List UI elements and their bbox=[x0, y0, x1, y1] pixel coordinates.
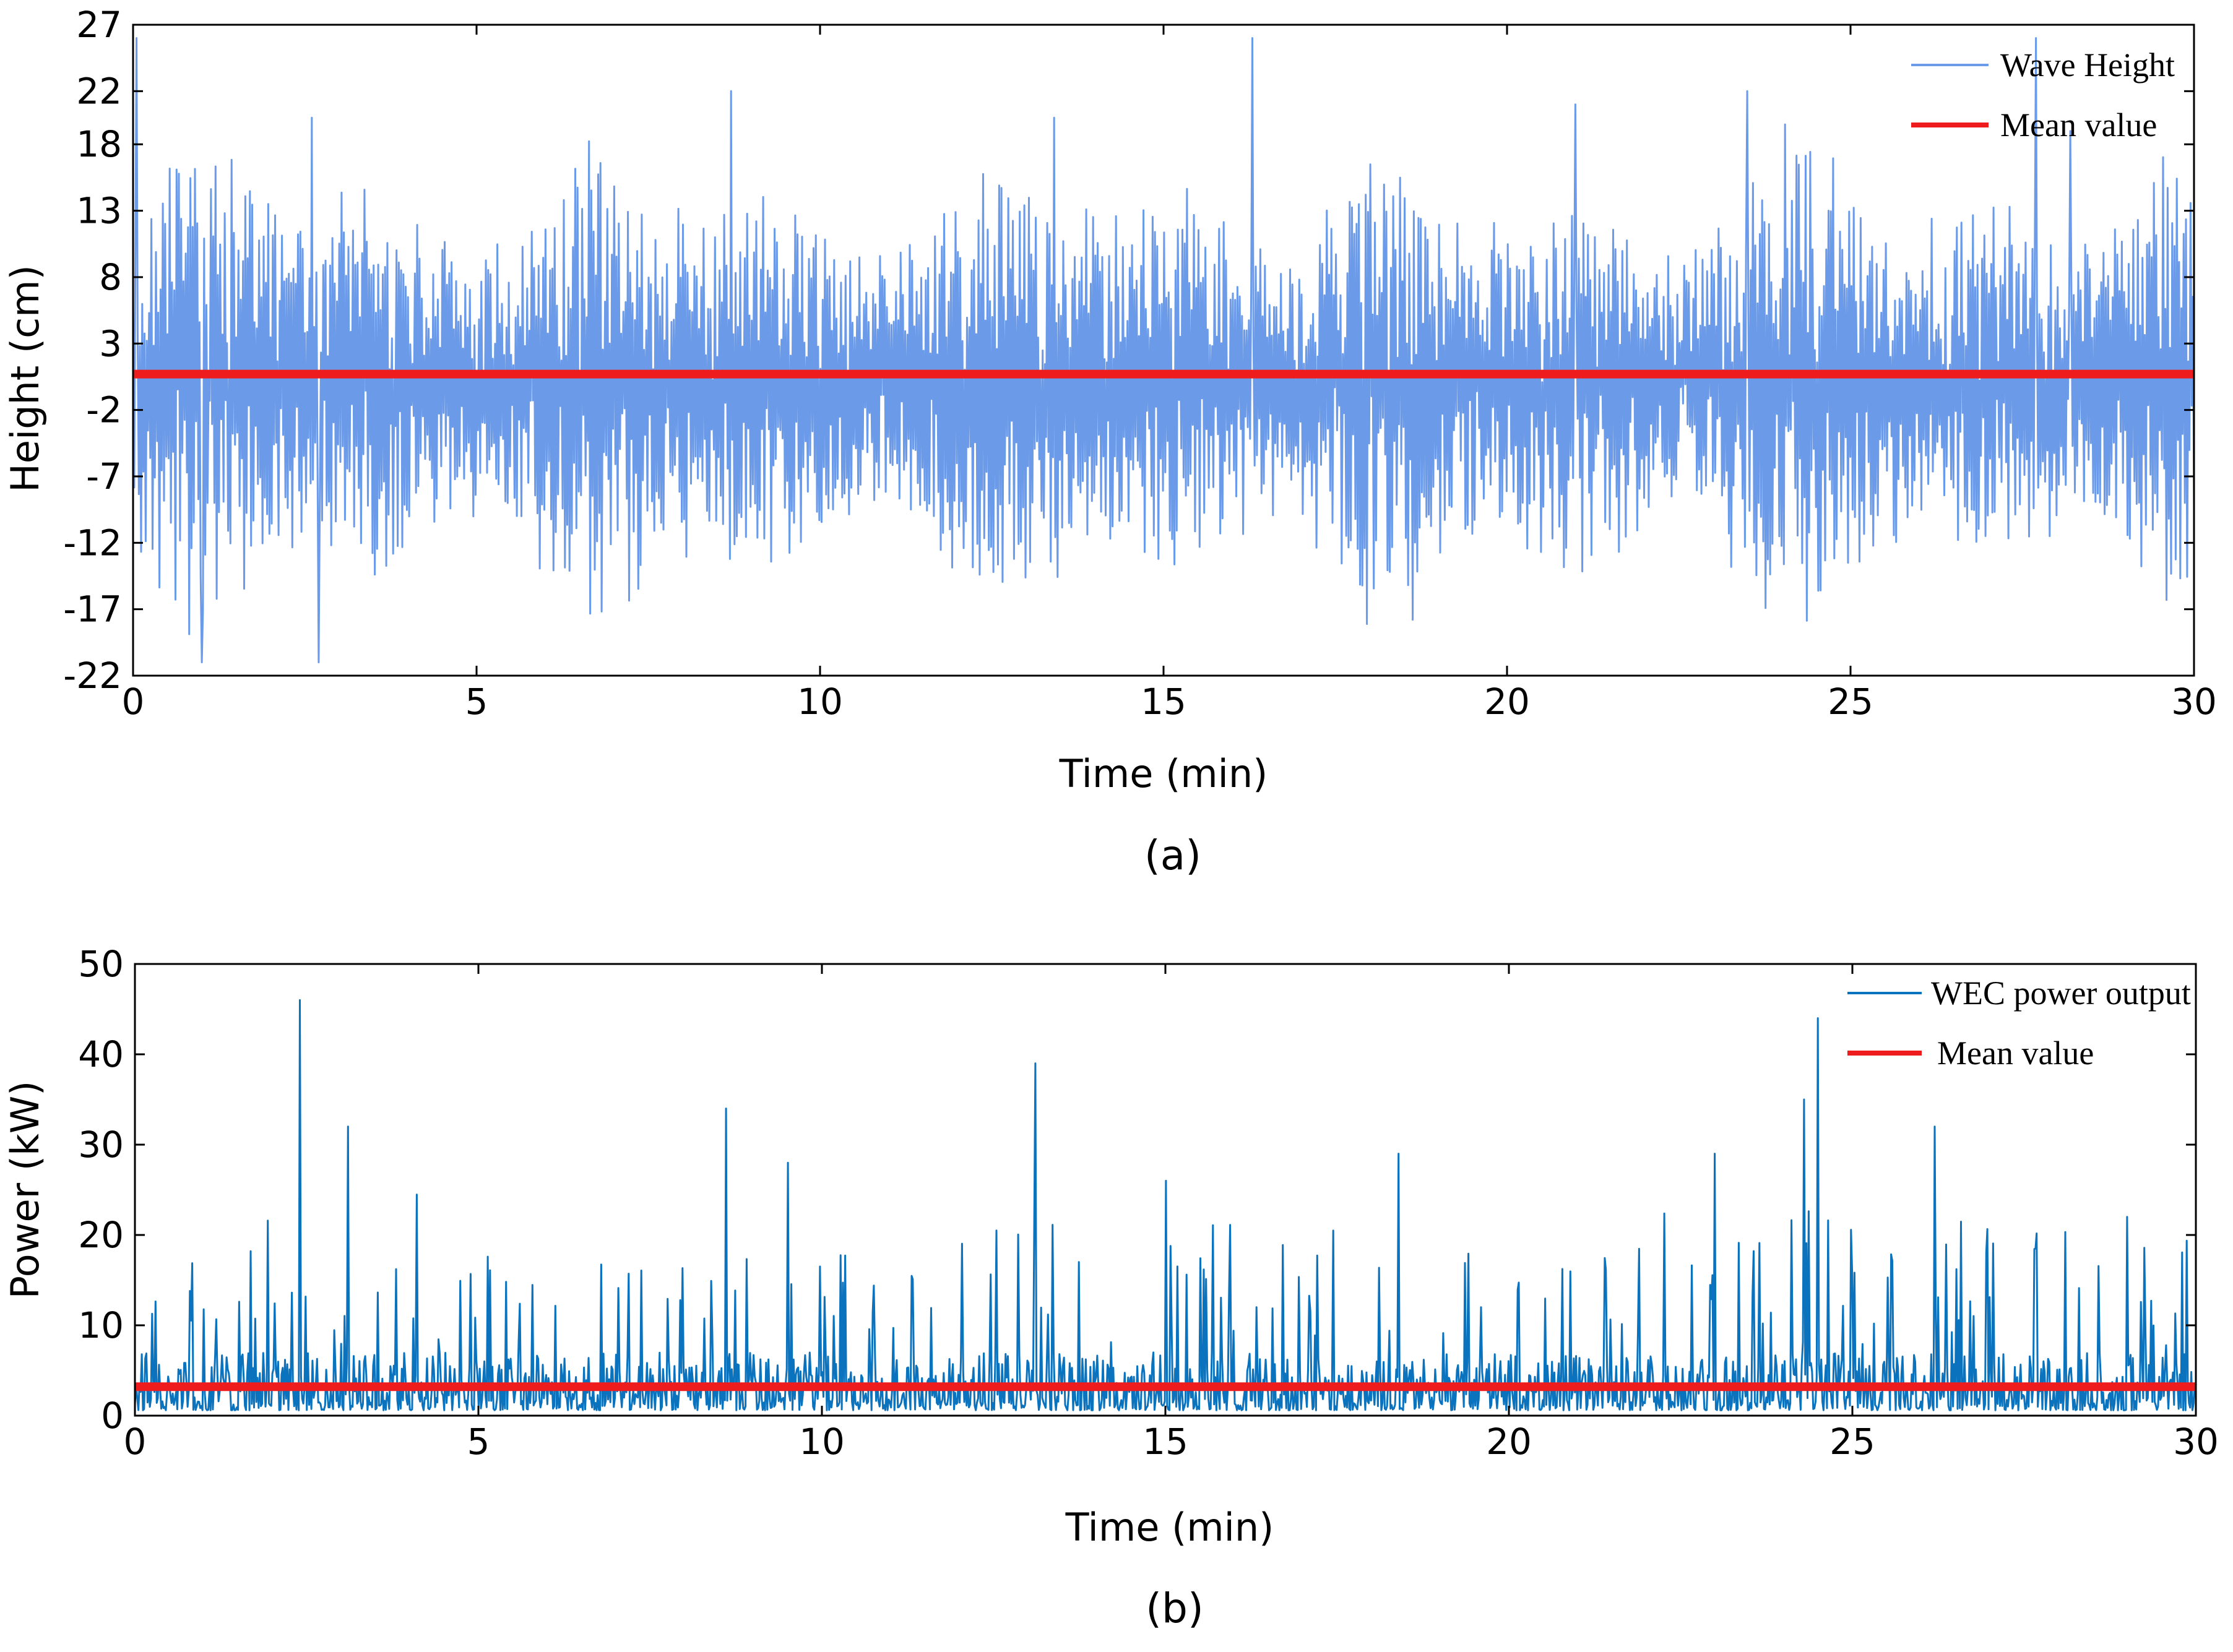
y-tick-label: 30 bbox=[78, 1124, 124, 1166]
legend: Wave Height Mean value bbox=[1911, 46, 2175, 144]
x-tick-label: 0 bbox=[122, 681, 145, 723]
legend-label-mean: Mean value bbox=[1937, 1035, 2094, 1072]
legend-label-mean: Mean value bbox=[2000, 106, 2157, 144]
x-axis-ticks: 0 5 10 15 20 25 30 bbox=[122, 25, 2217, 723]
y-tick-label: -7 bbox=[86, 455, 122, 497]
legend: WEC power output Mean value bbox=[1847, 974, 2191, 1072]
y-tick-label: 40 bbox=[78, 1033, 124, 1075]
x-tick-label: 0 bbox=[124, 1421, 147, 1463]
x-tick-label: 30 bbox=[2173, 1421, 2219, 1463]
x-tick-label: 15 bbox=[1142, 1421, 1188, 1463]
x-axis-title: Time (min) bbox=[1059, 751, 1268, 796]
x-tick-label: 30 bbox=[2171, 681, 2217, 723]
panel-caption: (b) bbox=[1146, 1585, 1203, 1632]
x-axis-ticks: 0 5 10 15 20 25 30 bbox=[124, 964, 2219, 1463]
power-output-line bbox=[134, 999, 2197, 1411]
wave-height-series-group bbox=[132, 37, 2195, 663]
y-tick-label: 22 bbox=[76, 70, 122, 112]
wave-height-chart: 0 5 10 15 20 25 30 -22 -17 -12 -7 -2 3 8 13 18 22 27 Tim… bbox=[2, 4, 2217, 879]
wave-height-line bbox=[132, 37, 2195, 663]
x-tick-label: 5 bbox=[467, 1421, 490, 1463]
x-tick-label: 25 bbox=[1829, 1421, 1875, 1463]
y-tick-label: -2 bbox=[86, 389, 122, 431]
y-tick-label: 3 bbox=[99, 322, 122, 364]
y-tick-label: 13 bbox=[76, 190, 122, 232]
x-tick-label: 15 bbox=[1141, 681, 1186, 723]
y-tick-label: 8 bbox=[99, 256, 122, 298]
x-tick-label: 10 bbox=[797, 681, 843, 723]
y-tick-label: 10 bbox=[78, 1304, 124, 1346]
power-series-group bbox=[134, 999, 2197, 1411]
y-axis-title: Height (cm) bbox=[2, 265, 48, 493]
legend-label-power: WEC power output bbox=[1931, 974, 2191, 1012]
y-tick-label: -22 bbox=[63, 655, 122, 697]
y-axis-ticks: 0 10 20 30 40 50 bbox=[78, 943, 2196, 1437]
x-tick-label: 5 bbox=[465, 681, 488, 723]
y-tick-label: 0 bbox=[101, 1395, 124, 1437]
panel-caption: (a) bbox=[1144, 832, 1201, 879]
x-tick-label: 10 bbox=[799, 1421, 845, 1463]
y-tick-label: 50 bbox=[78, 943, 124, 985]
x-tick-label: 20 bbox=[1486, 1421, 1532, 1463]
y-tick-label: 20 bbox=[78, 1214, 124, 1256]
power-output-chart: 0 5 10 15 20 25 30 0 10 20 30 40 50 Time (min) Powe… bbox=[2, 943, 2219, 1632]
y-tick-label: -17 bbox=[63, 588, 122, 630]
y-axis-title: Power (kW) bbox=[2, 1081, 48, 1299]
x-tick-label: 20 bbox=[1484, 681, 1530, 723]
x-tick-label: 25 bbox=[1828, 681, 1873, 723]
y-tick-label: 18 bbox=[76, 123, 122, 165]
y-tick-label: 27 bbox=[76, 4, 122, 46]
y-tick-label: -12 bbox=[63, 522, 122, 564]
legend-label-wave-height: Wave Height bbox=[2000, 46, 2175, 84]
x-axis-title: Time (min) bbox=[1065, 1505, 1274, 1550]
y-axis-ticks: -22 -17 -12 -7 -2 3 8 13 18 22 27 bbox=[63, 4, 2194, 697]
